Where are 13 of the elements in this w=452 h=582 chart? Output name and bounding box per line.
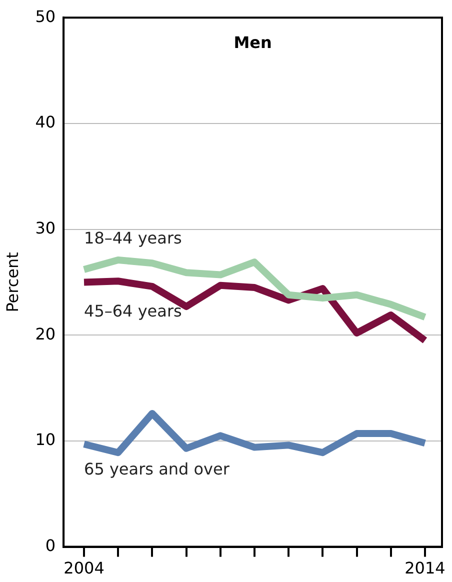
y-tick-label: 50 — [35, 6, 56, 26]
series-label: 18–44 years — [84, 228, 182, 248]
y-tick-label: 0 — [45, 536, 56, 555]
series-label: 65 years and over — [84, 459, 230, 478]
x-tick-label: 2004 — [64, 558, 104, 578]
series-label: 45–64 years — [84, 301, 182, 320]
y-tick-label: 10 — [35, 430, 56, 450]
y-tick-label: 30 — [35, 218, 56, 238]
x-tick-label: 2014 — [404, 558, 446, 578]
text: Men — [234, 32, 272, 52]
y-tick-label: 20 — [35, 324, 56, 344]
y-axis-title: Percent — [2, 252, 22, 312]
y-tick-label: 40 — [35, 112, 56, 132]
